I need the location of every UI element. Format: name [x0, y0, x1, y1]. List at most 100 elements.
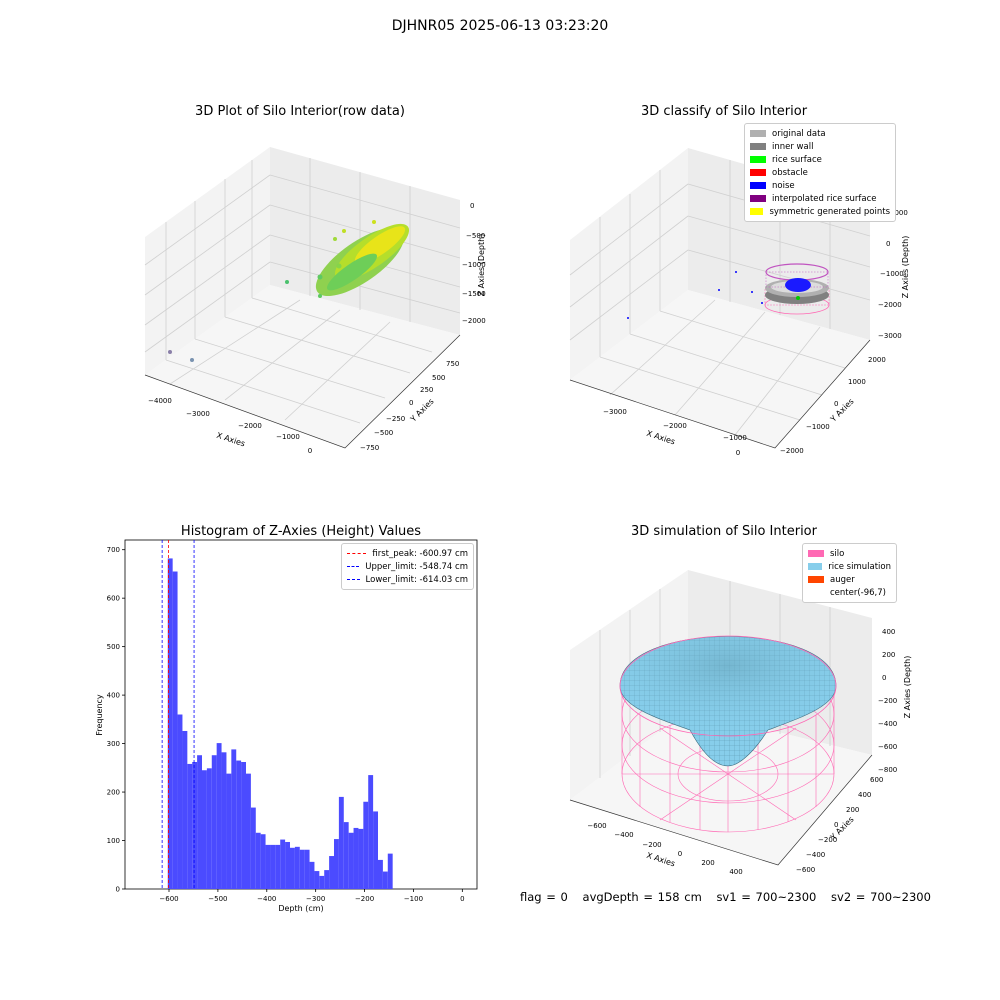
classify-z-tick: 1000	[890, 209, 908, 217]
raw-x-tick: −2000	[238, 422, 262, 430]
raw-x-label: X Axies	[215, 431, 246, 449]
hist-bar	[236, 760, 242, 889]
legend-swatch	[750, 182, 766, 189]
legend-label: interpolated rice surface	[772, 193, 877, 204]
classify-legend: original data inner wall rice surface obsta…	[744, 123, 896, 222]
hist-x-label: Depth (cm)	[278, 904, 323, 913]
classify-x-ticks: −3000 −2000 −1000 0	[603, 408, 747, 457]
hist-y-tick-label: 300	[107, 740, 120, 748]
legend-entry: Upper_limit: -548.74 cm	[347, 560, 468, 573]
raw-x-tick: −4000	[148, 397, 172, 405]
hist-bar	[177, 714, 183, 889]
legend-swatch	[750, 208, 764, 215]
hist-bar	[221, 752, 227, 889]
hist-y-tick-label: 0	[116, 886, 120, 894]
status-line: flag = 0 avgDepth = 158 cm sv1 = 700~230…	[520, 890, 941, 904]
hist-y-tick-label: 100	[107, 837, 120, 845]
sim-y-label: Y Axies	[828, 815, 856, 843]
classify-y-tick: 2000	[868, 356, 886, 364]
legend-entry: noise	[750, 179, 890, 192]
classify-point-cloud	[627, 263, 830, 319]
raw-scatter-points	[168, 220, 410, 362]
hist-bar	[226, 773, 232, 889]
sim-z-label: Z Axies (Depth)	[903, 656, 912, 719]
classify-x-tick: −2000	[663, 422, 687, 430]
legend-swatch	[750, 156, 766, 163]
raw-z-tick: −2000	[462, 317, 486, 325]
raw-y-tick: 750	[446, 360, 459, 368]
hist-title: Histogram of Z-Axies (Height) Values	[180, 524, 422, 539]
hist-bar	[231, 749, 237, 889]
classify-z-tick: −2000	[878, 301, 902, 309]
hist-bar	[309, 861, 315, 889]
hist-bar	[319, 875, 325, 889]
raw-plot-title: 3D Plot of Silo Interior(row data)	[195, 104, 405, 119]
sim-z-tick: −600	[878, 743, 897, 751]
sim-z-tick: −800	[878, 766, 897, 774]
hist-bar	[314, 871, 320, 889]
hist-bar	[216, 743, 222, 889]
sim-y-tick: −200	[818, 836, 837, 844]
hist-y-ticks: 0 100 200 300 400 500 600 700	[107, 546, 125, 894]
hist-bar	[368, 775, 374, 889]
sim-y-tick: −600	[796, 866, 815, 874]
hist-legend: first_peak: -600.97 cm Upper_limit: -548.…	[341, 543, 474, 590]
legend-label: rice surface	[772, 154, 822, 165]
sim-x-tick: −200	[642, 841, 661, 849]
hist-bar	[241, 762, 246, 889]
hist-y-tick: 700	[107, 546, 125, 554]
sim-y-tick: 0	[834, 821, 838, 829]
classify-y-label: Y Axies	[828, 397, 856, 425]
hist-x-tick-label: −200	[355, 895, 374, 903]
classify-z-tick: 0	[886, 240, 890, 248]
hist-bar	[299, 849, 305, 889]
hist-bar	[343, 822, 349, 889]
legend-entry: interpolated rice surface	[750, 192, 890, 205]
flag-text: flag = 0	[520, 890, 568, 904]
classify-z-ticks: 1000 0 −1000 −2000 −3000	[878, 209, 908, 340]
raw-z-tick: −1500	[462, 290, 486, 298]
hist-y-tick: 600	[107, 595, 125, 603]
classify-y-tick: 0	[834, 400, 838, 408]
legend-label: original data	[772, 128, 826, 139]
hist-bar	[255, 832, 261, 889]
hist-bar	[275, 844, 281, 889]
hist-x-tick-label: −600	[159, 895, 178, 903]
hist-bar	[353, 827, 359, 889]
classify-y-tick: 1000	[848, 378, 866, 386]
figure-title: DJHNR05 2025-06-13 03:23:20	[391, 18, 609, 34]
raw-x-ticks: −4000 −3000 −2000 −1000 0	[148, 397, 312, 455]
hist-y-label: Frequency	[95, 694, 104, 736]
hist-bar	[329, 856, 334, 889]
legend-swatch	[808, 563, 823, 570]
hist-bar	[387, 853, 393, 889]
hist-x-tick: −500	[208, 889, 228, 903]
hist-bar	[304, 849, 310, 889]
hist-bar	[382, 871, 388, 889]
legend-swatch	[347, 566, 360, 567]
hist-y-tick: 300	[107, 740, 125, 748]
hist-y-tick-label: 700	[107, 546, 120, 554]
hist-x-tick: 0	[460, 889, 465, 903]
raw-z-tick: −500	[466, 232, 485, 240]
hist-bar	[285, 841, 290, 889]
hist-bar	[373, 811, 378, 889]
legend-label: center(-96,7)	[830, 587, 886, 598]
raw-y-tick: −250	[386, 415, 405, 423]
hist-bar	[197, 755, 202, 889]
hist-x-tick-label: −300	[306, 895, 325, 903]
sim-x-ticks: −600 −400 −200 0 200 400	[587, 822, 742, 876]
classify-z-label: Z Axies (Depth)	[901, 236, 910, 299]
hist-bar	[334, 839, 339, 889]
legend-swatch	[750, 143, 766, 150]
legend-entry: obstacle	[750, 166, 890, 179]
legend-entry: rice simulation	[808, 560, 891, 573]
hist-y-tick: 0	[116, 886, 125, 894]
legend-swatch	[750, 169, 766, 176]
raw-y-tick: −750	[360, 444, 379, 452]
hist-y-tick: 500	[107, 643, 125, 651]
histogram-chart: −600 −500 −400 −300 −200 −100 0 0 100 200 300 400 5…	[95, 539, 478, 913]
sim-z-tick: −200	[878, 697, 897, 705]
hist-bar	[182, 730, 188, 889]
classify-z-tick: −3000	[878, 332, 902, 340]
